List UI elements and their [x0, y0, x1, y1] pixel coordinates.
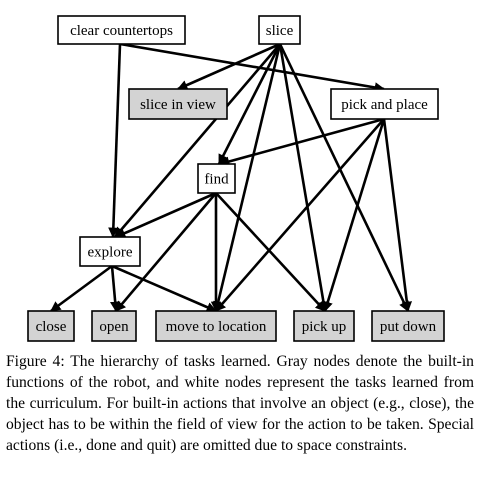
- node-close: close: [27, 310, 75, 342]
- edges: [50, 42, 412, 313]
- node-box-moveto: [155, 310, 277, 342]
- edge-slice-to-pickup: [278, 43, 329, 313]
- node-box-putdown: [371, 310, 445, 342]
- node-box-pickplace: [330, 88, 439, 120]
- node-label-pickplace: pick and place: [341, 97, 428, 113]
- edge-slice-to-moveto: [213, 43, 282, 313]
- node-clear: clear countertops: [57, 15, 186, 45]
- edge-pickplace-to-putdown: [382, 118, 412, 313]
- node-box-explore: [79, 236, 141, 267]
- node-box-clear: [57, 15, 186, 45]
- edge-find-to-pickup: [215, 192, 326, 312]
- edge-clear-to-explore: [108, 43, 122, 239]
- node-label-explore: explore: [88, 245, 133, 261]
- node-open: open: [91, 310, 137, 342]
- edge-find-to-explore: [115, 191, 217, 239]
- edge-explore-to-open: [109, 265, 121, 313]
- edge-find-to-open: [115, 192, 217, 312]
- caption-text: The hierarchy of tasks learned. Gray nod…: [6, 353, 474, 454]
- node-label-close: close: [36, 319, 67, 335]
- node-putdown: put down: [371, 310, 445, 342]
- edge-pickplace-to-find: [218, 117, 385, 167]
- node-box-pickup: [293, 310, 355, 342]
- edge-pickplace-to-moveto: [215, 118, 385, 312]
- edge-slice-to-putdown: [278, 43, 410, 312]
- edge-slice-to-find: [217, 43, 282, 165]
- edge-explore-to-moveto: [111, 264, 217, 313]
- node-pickup: pick up: [293, 310, 355, 342]
- node-find: find: [197, 163, 236, 194]
- nodes: clear countertops slice slice in view pick …: [27, 15, 445, 342]
- node-box-slice: [258, 15, 301, 45]
- node-label-slice: slice: [266, 23, 294, 39]
- node-sliceview: slice in view: [128, 88, 228, 120]
- edge-slice-to-explore: [114, 43, 281, 238]
- figure-caption: Figure 4: The hierarchy of tasks learned…: [6, 352, 474, 457]
- task-hierarchy-diagram: clear countertops slice slice in view pick …: [27, 15, 445, 342]
- node-box-close: [27, 310, 75, 342]
- node-explore: explore: [79, 236, 141, 267]
- node-label-pickup: pick up: [302, 319, 347, 335]
- node-box-sliceview: [128, 88, 228, 120]
- node-pickplace: pick and place: [330, 88, 439, 120]
- edge-clear-to-pickplace: [119, 42, 386, 93]
- caption-label: Figure 4:: [6, 353, 65, 370]
- node-label-moveto: move to location: [166, 319, 267, 335]
- node-box-find: [197, 163, 236, 194]
- edge-slice-to-sliceview: [177, 42, 281, 91]
- edge-pickplace-to-pickup: [322, 118, 386, 312]
- node-label-putdown: put down: [380, 319, 437, 335]
- node-label-clear: clear countertops: [70, 23, 173, 39]
- node-label-open: open: [99, 319, 129, 335]
- node-moveto: move to location: [155, 310, 277, 342]
- node-slice: slice: [258, 15, 301, 45]
- node-box-open: [91, 310, 137, 342]
- edge-explore-to-close: [50, 264, 113, 313]
- node-label-find: find: [204, 172, 229, 188]
- node-label-sliceview: slice in view: [140, 97, 216, 113]
